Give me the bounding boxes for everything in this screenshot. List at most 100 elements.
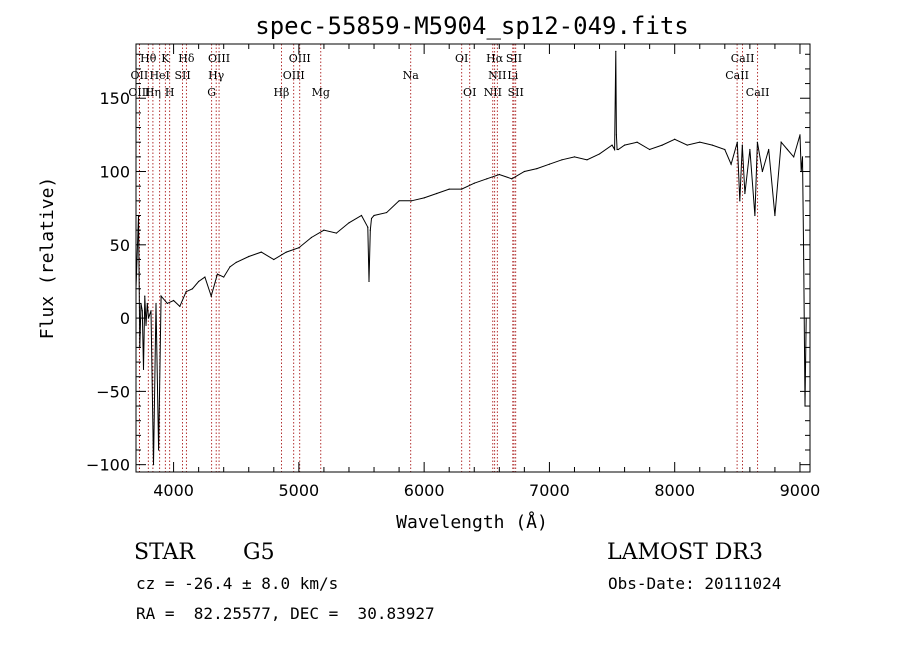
y-tick-label: −50 bbox=[96, 382, 130, 401]
data-point bbox=[786, 148, 789, 151]
data-point bbox=[780, 141, 782, 143]
data-point bbox=[616, 148, 618, 151]
line-label: HeI bbox=[149, 69, 169, 82]
line-label: NII bbox=[488, 69, 506, 82]
sky-coordinates: RA = 82.25577, DEC = 30.83927 bbox=[136, 604, 435, 623]
data-point bbox=[369, 229, 371, 231]
data-point bbox=[586, 159, 588, 161]
data-point bbox=[803, 258, 805, 261]
data-point bbox=[273, 258, 275, 261]
data-point bbox=[150, 310, 152, 312]
data-point bbox=[423, 197, 425, 199]
data-point bbox=[348, 222, 350, 224]
data-point bbox=[473, 182, 475, 184]
line-label: Mg bbox=[312, 86, 330, 99]
data-point bbox=[617, 148, 619, 151]
object-class: STAR bbox=[134, 540, 195, 565]
line-label: K bbox=[161, 52, 170, 65]
data-point bbox=[573, 156, 576, 158]
data-point bbox=[152, 464, 155, 466]
x-tick-label: 5000 bbox=[279, 481, 320, 500]
data-point bbox=[801, 156, 804, 158]
data-point bbox=[611, 144, 613, 146]
data-point bbox=[756, 141, 758, 143]
data-point bbox=[191, 288, 193, 290]
data-point bbox=[157, 449, 160, 451]
data-point bbox=[730, 163, 732, 165]
line-label: Hθ bbox=[140, 52, 157, 65]
plot-frame bbox=[135, 43, 811, 473]
data-point bbox=[160, 295, 162, 297]
y-tick-label: 0 bbox=[120, 309, 130, 328]
data-point bbox=[661, 144, 663, 146]
data-point bbox=[411, 200, 413, 202]
line-label: Hγ bbox=[208, 69, 225, 82]
survey-name: LAMOST DR3 bbox=[607, 540, 763, 565]
data-point bbox=[198, 280, 200, 283]
line-label: H bbox=[165, 86, 175, 99]
data-point bbox=[385, 211, 388, 214]
data-point bbox=[360, 214, 363, 217]
data-point bbox=[229, 266, 231, 268]
x-tick-label: 7000 bbox=[529, 481, 570, 500]
line-label: OIII bbox=[208, 52, 230, 65]
data-point bbox=[166, 302, 168, 305]
data-point bbox=[142, 368, 145, 370]
data-point bbox=[615, 50, 617, 52]
data-point bbox=[548, 163, 551, 165]
data-point bbox=[598, 153, 601, 155]
line-label: Hη bbox=[145, 86, 161, 99]
x-tick-label: 4000 bbox=[153, 481, 194, 500]
data-point bbox=[370, 217, 373, 220]
data-point bbox=[498, 173, 500, 176]
data-point bbox=[623, 144, 626, 146]
data-point bbox=[260, 251, 262, 253]
data-point bbox=[736, 141, 738, 143]
data-point bbox=[310, 236, 312, 239]
line-label: OI bbox=[463, 86, 476, 99]
x-tick-label: 6000 bbox=[404, 481, 445, 500]
data-point bbox=[210, 295, 212, 297]
data-point bbox=[461, 188, 463, 190]
data-point bbox=[367, 226, 369, 228]
data-point bbox=[636, 141, 638, 143]
line-label: CaII bbox=[731, 52, 755, 65]
data-point bbox=[235, 261, 237, 263]
data-point bbox=[511, 178, 513, 180]
data-point bbox=[144, 295, 146, 297]
line-label: SII bbox=[508, 86, 524, 99]
line-label: CaII bbox=[725, 69, 749, 82]
data-point bbox=[204, 276, 206, 278]
data-point bbox=[724, 148, 726, 151]
data-point bbox=[448, 188, 450, 190]
data-point bbox=[741, 144, 743, 146]
data-point bbox=[768, 148, 770, 151]
data-point bbox=[699, 141, 701, 143]
x-tick-label: 8000 bbox=[654, 481, 695, 500]
data-point bbox=[649, 148, 651, 151]
data-point bbox=[486, 178, 488, 180]
data-point bbox=[761, 170, 763, 173]
data-point bbox=[216, 273, 219, 275]
y-tick-label: −100 bbox=[86, 456, 130, 475]
data-point bbox=[398, 200, 400, 202]
x-axis-label: Wavelength (Å) bbox=[396, 511, 548, 533]
data-point bbox=[368, 280, 370, 283]
data-point bbox=[523, 170, 525, 173]
object-subclass: G5 bbox=[243, 540, 275, 565]
x-axis-ticks: 4000 5000 6000 7000 8000 9000 bbox=[153, 44, 820, 500]
data-point bbox=[686, 144, 688, 146]
data-point bbox=[146, 302, 148, 305]
data-point bbox=[373, 214, 375, 217]
data-point bbox=[754, 214, 756, 217]
data-point bbox=[248, 255, 250, 258]
data-point bbox=[298, 247, 300, 249]
data-point bbox=[536, 167, 538, 170]
data-point bbox=[739, 200, 741, 202]
data-point bbox=[323, 229, 325, 231]
y-tick-label: 100 bbox=[99, 163, 130, 182]
line-markers bbox=[138, 44, 759, 472]
data-point bbox=[774, 214, 776, 217]
